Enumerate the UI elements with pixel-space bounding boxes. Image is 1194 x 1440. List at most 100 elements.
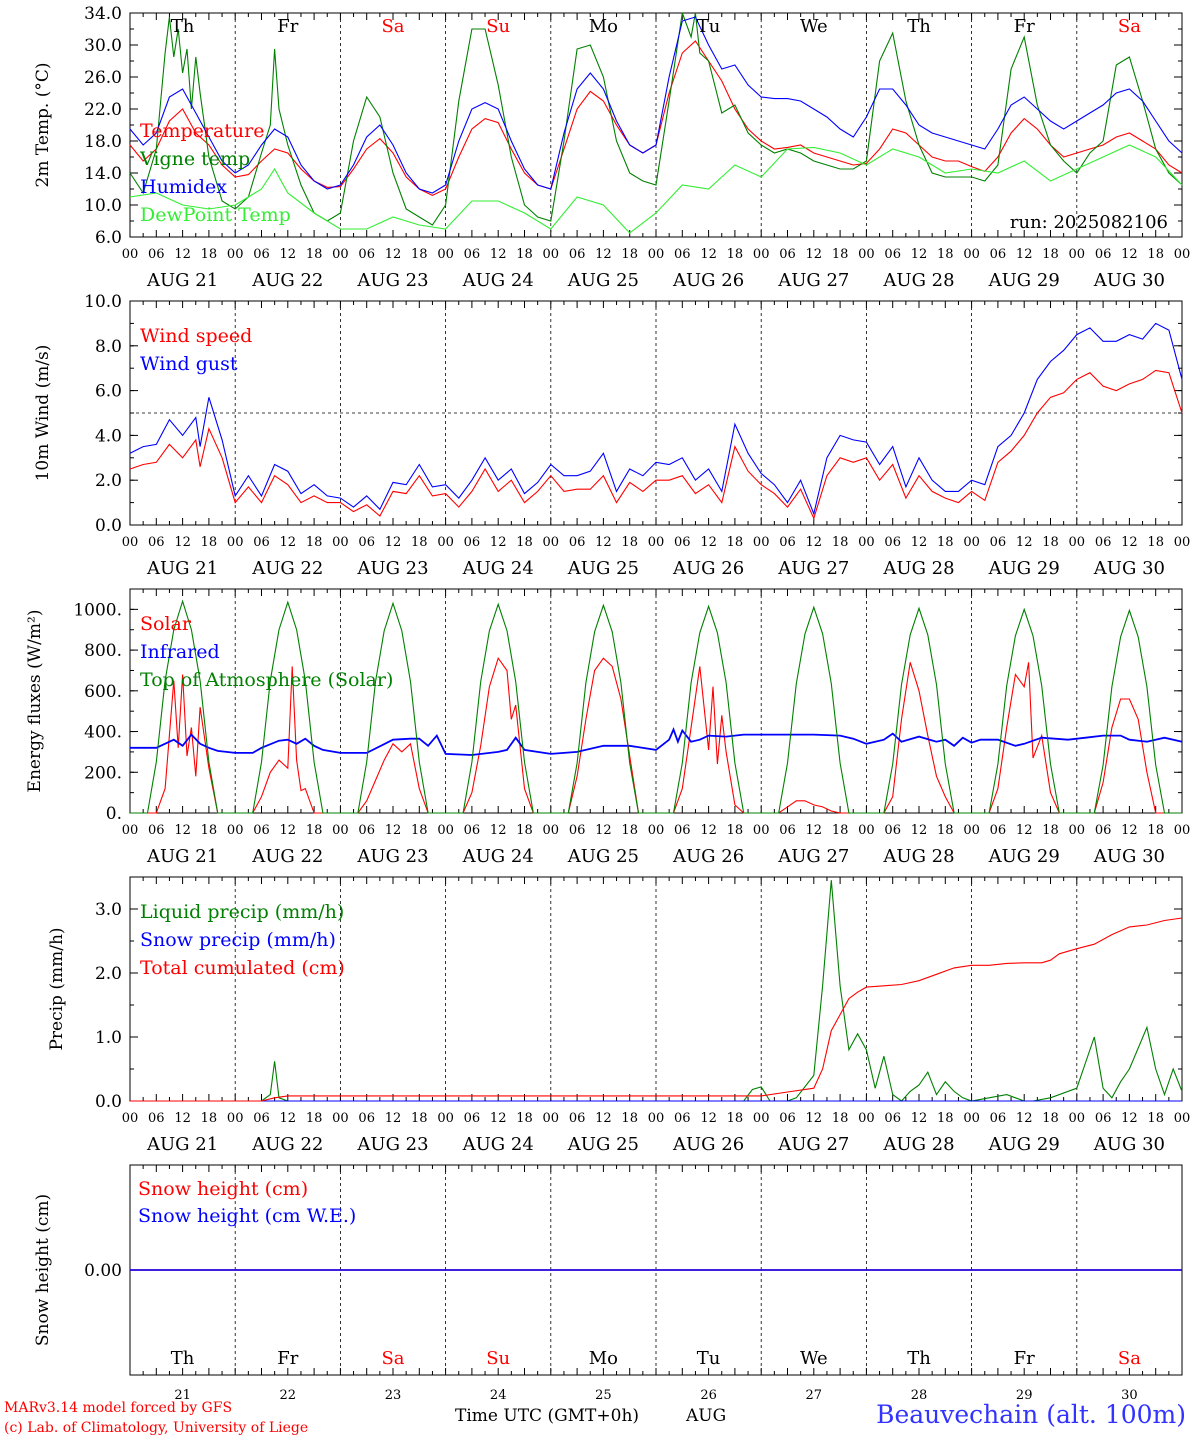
y-tick-label: 1.0 xyxy=(95,1028,122,1048)
hour-tick-label: 18 xyxy=(306,823,323,838)
hour-tick-label: 00 xyxy=(437,823,454,838)
legend-entry: Solar xyxy=(140,613,192,635)
weekday-label: We xyxy=(800,1348,828,1369)
hour-tick-label: 12 xyxy=(700,247,717,262)
weekday-label: Sa xyxy=(381,1348,404,1369)
date-label: AUG 29 xyxy=(988,846,1060,867)
hour-tick-label: 00 xyxy=(753,535,770,550)
hour-tick-label: 00 xyxy=(332,823,349,838)
hour-tick-label: 00 xyxy=(227,823,244,838)
hour-tick-label: 06 xyxy=(358,823,375,838)
hour-tick-label: 18 xyxy=(1042,823,1059,838)
legend-entry: Snow height (cm W.E.) xyxy=(138,1205,356,1227)
date-label: AUG 25 xyxy=(567,846,639,867)
hour-tick-label: 12 xyxy=(595,823,612,838)
hour-tick-label: 12 xyxy=(490,1111,507,1126)
y-tick-label: 400. xyxy=(84,723,122,743)
series-line-temperature-0 xyxy=(129,40,1183,197)
hour-tick-label: 06 xyxy=(779,1111,796,1126)
hour-tick-label: 18 xyxy=(1042,247,1059,262)
hour-tick-label: 18 xyxy=(937,823,954,838)
hour-tick-label: 18 xyxy=(516,247,533,262)
hour-tick-label: 06 xyxy=(569,823,586,838)
hour-tick-label: 00 xyxy=(332,247,349,262)
hour-tick-label: 18 xyxy=(411,1111,428,1126)
hour-tick-label: 06 xyxy=(148,535,165,550)
hour-tick-label: 18 xyxy=(832,535,849,550)
hour-tick-label: 12 xyxy=(806,1111,823,1126)
hour-tick-label: 06 xyxy=(884,247,901,262)
hour-tick-label: 12 xyxy=(490,535,507,550)
hour-tick-label: 06 xyxy=(990,247,1007,262)
hour-tick-label: 12 xyxy=(385,823,402,838)
weekday-label: Fr xyxy=(277,16,298,37)
date-label: AUG 26 xyxy=(672,558,744,579)
date-label: AUG 23 xyxy=(356,1134,428,1155)
hour-tick-label: 00 xyxy=(332,535,349,550)
hour-tick-label: 00 xyxy=(437,1111,454,1126)
hour-tick-label: 18 xyxy=(411,535,428,550)
weekday-label: Sa xyxy=(1118,1348,1141,1369)
hour-tick-label: 06 xyxy=(1095,535,1112,550)
weekday-label: Th xyxy=(171,1348,195,1369)
date-label: AUG 27 xyxy=(777,270,849,291)
y-tick-label: 600. xyxy=(84,682,122,702)
hour-tick-label: 00 xyxy=(122,247,139,262)
date-label: AUG 22 xyxy=(251,270,323,291)
weekday-label: We xyxy=(800,16,828,37)
date-label: AUG 23 xyxy=(356,846,428,867)
hour-tick-label: 06 xyxy=(674,535,691,550)
date-label: AUG 23 xyxy=(356,270,428,291)
series-line-energy-1 xyxy=(130,727,1183,756)
hour-tick-label: 18 xyxy=(201,823,218,838)
hour-tick-label: 12 xyxy=(595,247,612,262)
y-tick-label: 34.0 xyxy=(84,4,122,24)
hour-tick-label: 06 xyxy=(464,1111,481,1126)
hour-tick-label: 00 xyxy=(543,247,560,262)
y-axis-title: 2m Temp. (°C) xyxy=(33,62,53,187)
hour-tick-label: 00 xyxy=(963,823,980,838)
hour-tick-label: 12 xyxy=(490,823,507,838)
hour-tick-label: 12 xyxy=(595,535,612,550)
weekday-label: Th xyxy=(907,1348,931,1369)
date-number: 21 xyxy=(174,1388,191,1403)
model-credit: MARv3.14 model forced by GFS xyxy=(4,1400,233,1416)
date-label: AUG 28 xyxy=(882,1134,954,1155)
y-tick-label: 14.0 xyxy=(84,164,122,184)
hour-tick-label: 00 xyxy=(1069,823,1086,838)
date-label: AUG 27 xyxy=(777,846,849,867)
hour-tick-label: 12 xyxy=(385,1111,402,1126)
weekday-label: Fr xyxy=(277,1348,298,1369)
hour-tick-label: 00 xyxy=(858,535,875,550)
y-tick-label: 10.0 xyxy=(84,196,122,216)
hour-tick-label: 00 xyxy=(753,1111,770,1126)
hour-tick-label: 12 xyxy=(385,247,402,262)
date-label: AUG 21 xyxy=(146,846,218,867)
date-label: AUG 22 xyxy=(251,558,323,579)
hour-tick-label: 06 xyxy=(569,247,586,262)
weekday-label: Fr xyxy=(1014,1348,1035,1369)
y-axis-title: Energy fluxes (W/m²) xyxy=(25,610,45,793)
date-label: AUG 30 xyxy=(1093,558,1165,579)
copyright-credit: (c) Lab. of Climatology, University of L… xyxy=(4,1420,309,1436)
date-label: AUG 28 xyxy=(882,270,954,291)
hour-tick-label: 18 xyxy=(201,1111,218,1126)
hour-tick-label: 12 xyxy=(1121,247,1138,262)
hour-tick-label: 18 xyxy=(1042,535,1059,550)
date-number: 26 xyxy=(700,1388,717,1403)
hour-tick-label: 12 xyxy=(1016,535,1033,550)
hour-tick-label: 00 xyxy=(437,535,454,550)
hour-tick-label: 12 xyxy=(700,823,717,838)
hour-tick-label: 12 xyxy=(280,535,297,550)
date-label: AUG 30 xyxy=(1093,270,1165,291)
hour-tick-label: 06 xyxy=(148,823,165,838)
hour-tick-label: 00 xyxy=(648,535,665,550)
y-tick-label: 200. xyxy=(84,763,122,783)
date-label: AUG 29 xyxy=(988,1134,1060,1155)
hour-tick-label: 12 xyxy=(174,823,191,838)
series-line-wind-1 xyxy=(129,322,1183,516)
hour-tick-label: 18 xyxy=(727,823,744,838)
hour-tick-label: 00 xyxy=(1174,247,1191,262)
legend-entry: DewPoint Temp xyxy=(140,204,291,226)
hour-tick-label: 12 xyxy=(174,1111,191,1126)
